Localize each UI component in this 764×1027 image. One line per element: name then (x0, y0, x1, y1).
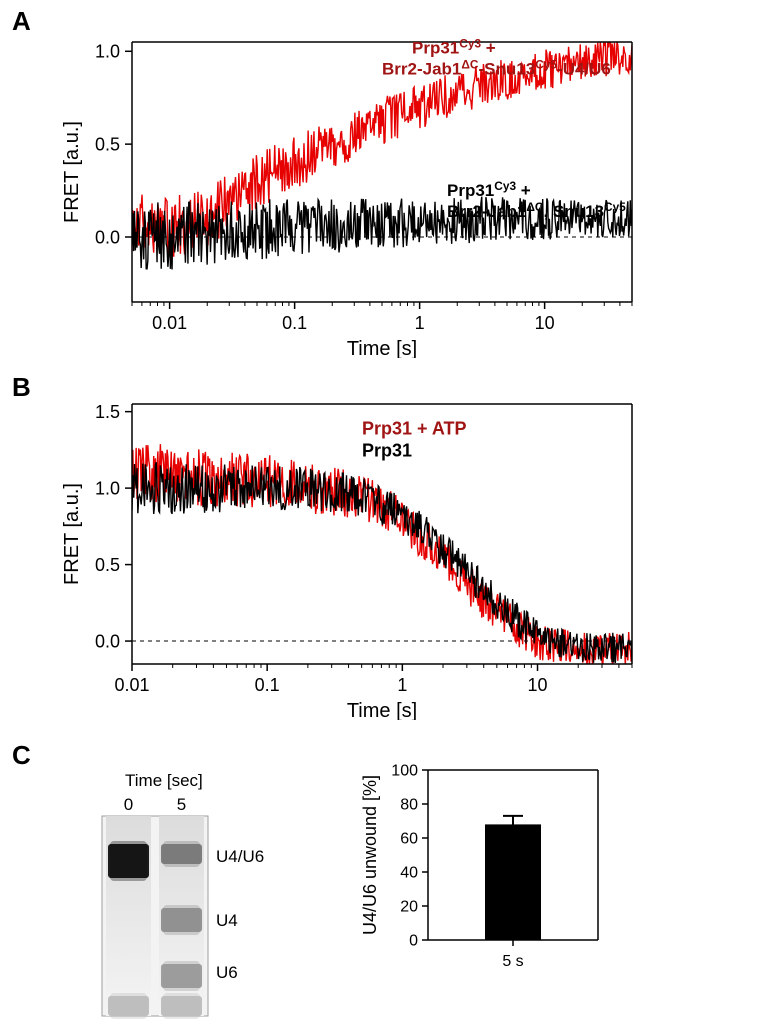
svg-text:0.0: 0.0 (95, 227, 120, 247)
svg-text:10: 10 (535, 313, 555, 333)
svg-text:0.1: 0.1 (255, 675, 280, 695)
svg-text:100: 100 (391, 763, 418, 780)
svg-text:1.0: 1.0 (95, 42, 120, 62)
svg-text:80: 80 (400, 797, 418, 814)
svg-text:0.5: 0.5 (95, 134, 120, 154)
panel-c-label: C (12, 740, 31, 771)
gel-lane-label: 0 (124, 795, 133, 814)
legend-b-black: Prp31 (362, 441, 412, 461)
gel-band-label: U4/U6 (216, 847, 264, 866)
svg-text:0.0: 0.0 (95, 631, 120, 651)
bar-5s (485, 824, 541, 940)
gel-band-label: U4 (216, 911, 238, 930)
legend-b-red: Prp31 + ATP (362, 419, 467, 439)
gel-lane-label: 5 (177, 795, 186, 814)
panel-a-chart: 0.01 0.1 1 10 0.0 0.5 1.0 Time [s] FRET [a.u.] Pr… (60, 30, 764, 358)
svg-text:0.01: 0.01 (114, 675, 149, 695)
svg-text:1: 1 (415, 313, 425, 333)
legend-a-black-line1: Prp31Cy3 + (447, 179, 531, 200)
svg-text:10: 10 (528, 675, 548, 695)
bar-xcat: 5 s (502, 953, 523, 970)
svg-text:1: 1 (397, 675, 407, 695)
svg-text:0.5: 0.5 (95, 555, 120, 575)
svg-text:0.1: 0.1 (282, 313, 307, 333)
legend-a-black-line2: Brr2-Jab1ΔC, Snu13Cy5 (447, 200, 626, 221)
legend-a-red-line2: Brr2-Jab1ΔC-Snu13Cy5-U4/U6 (382, 57, 611, 78)
svg-text:FRET [a.u.]: FRET [a.u.] (61, 483, 83, 585)
gel-header: Time [sec] (125, 771, 203, 790)
svg-text:1.0: 1.0 (95, 478, 120, 498)
page: A 0.010.11100.00.51.0Time [s]FRET [a.u.]… (0, 0, 764, 1027)
panel-b-chart: 0.01 0.1 1 10 0.0 0.5 1.0 1.5 Time [s] FRET [a.u.… (60, 392, 764, 720)
svg-text:40: 40 (400, 865, 418, 882)
gel-band-label: U6 (216, 963, 238, 982)
svg-text:U4/U6 unwound [%]: U4/U6 unwound [%] (360, 775, 380, 935)
svg-text:FRET [a.u.]: FRET [a.u.] (61, 121, 83, 223)
svg-text:60: 60 (400, 831, 418, 848)
panel-c-gel: Time [sec] 0 5 U4/U6 U4 U6 (100, 770, 330, 1022)
svg-text:0.01: 0.01 (152, 313, 187, 333)
svg-text:20: 20 (400, 899, 418, 916)
panel-a-label: A (12, 6, 31, 37)
svg-text:0: 0 (409, 933, 418, 950)
panel-c-bar: 0 20 40 60 80 100 U4/U6 unwound [%] 5 s (360, 760, 608, 980)
svg-text:Time [s]: Time [s] (347, 338, 417, 358)
svg-text:1.5: 1.5 (95, 402, 120, 422)
panel-b-label: B (12, 372, 31, 403)
svg-text:Time [s]: Time [s] (347, 700, 417, 720)
legend-a-red-line1: Prp31Cy3 + (412, 36, 496, 57)
